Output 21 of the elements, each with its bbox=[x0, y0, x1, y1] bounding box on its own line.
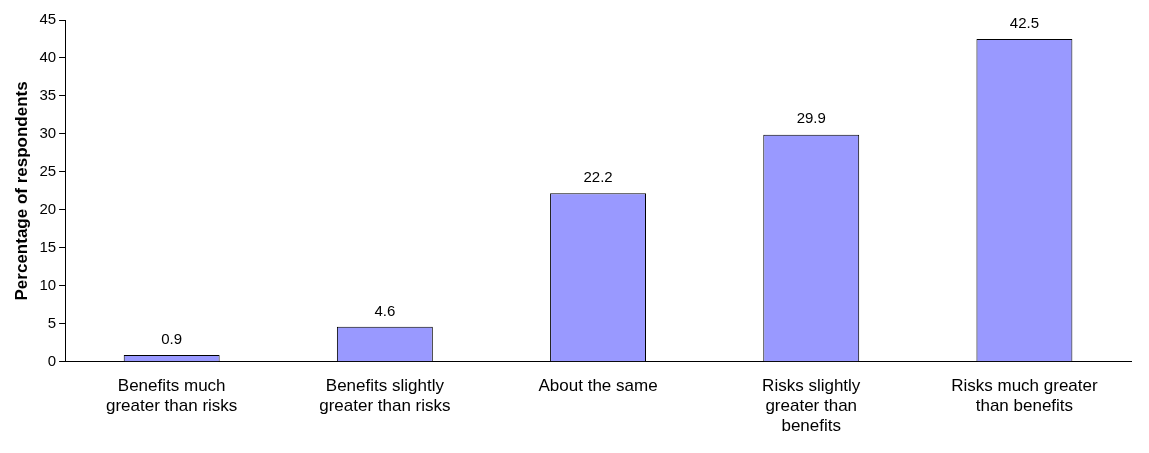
data-label: 22.2 bbox=[583, 167, 613, 185]
data-label: 0.9 bbox=[161, 329, 183, 347]
data-label: 29.9 bbox=[796, 109, 826, 127]
data-label: 42.5 bbox=[1009, 13, 1040, 31]
y-tick-label: 35 bbox=[39, 86, 57, 104]
x-tick-label: Risks slightly greater than benefits bbox=[762, 375, 861, 436]
y-tick-label: 25 bbox=[39, 162, 57, 180]
y-axis-title: Percentage of respondents bbox=[11, 81, 31, 301]
y-tick-label: 10 bbox=[39, 275, 57, 293]
y-tick-label: 20 bbox=[39, 200, 57, 218]
y-tick-label: 0 bbox=[47, 351, 57, 369]
x-tick-label: Risks much greater than benefits bbox=[951, 375, 1098, 416]
x-tick-label: Benefits much greater than risks bbox=[106, 375, 238, 416]
y-tick-label: 45 bbox=[39, 10, 57, 28]
y-tick-label: 15 bbox=[39, 238, 57, 256]
data-label: 4.6 bbox=[374, 301, 396, 319]
x-tick-label: About the same bbox=[538, 375, 658, 395]
y-tick-label: 40 bbox=[39, 48, 57, 66]
x-tick-label: Benefits slightly greater than risks bbox=[319, 375, 451, 416]
y-tick-label: 30 bbox=[39, 124, 57, 142]
y-tick-label: 5 bbox=[47, 313, 57, 331]
